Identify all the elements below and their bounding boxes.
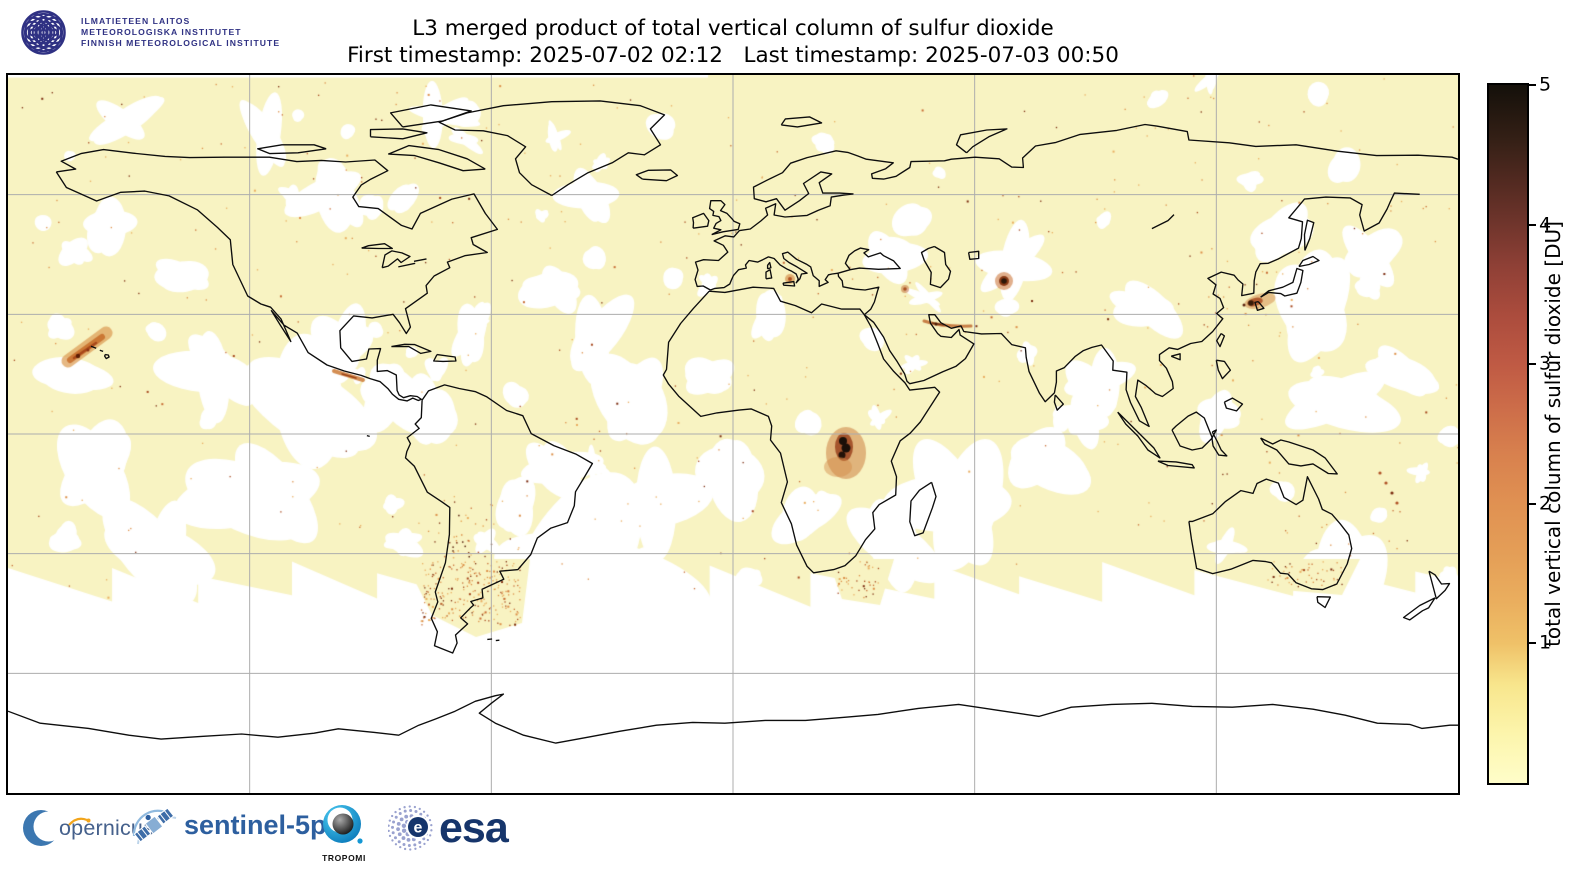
footer-logos: opernicus sen — [0, 795, 700, 870]
fmi-line-en: FINNISH METEOROLOGICAL INSTITUTE — [81, 37, 281, 48]
fmi-rings-icon — [21, 10, 66, 55]
colorbar-tick — [1529, 642, 1536, 645]
title-block: L3 merged product of total vertical colu… — [133, 16, 1333, 69]
esa-globe-icon: e — [388, 805, 433, 851]
fmi-line-fi: ILMATIETEEN LAITOS — [81, 16, 191, 27]
colorbar-tick-label: 1 — [1539, 631, 1552, 654]
esa-wordmark: esa — [439, 804, 509, 852]
sentinel5p-satellite-icon — [132, 807, 177, 845]
tropomi-caption: TROPOMI — [322, 853, 366, 863]
tropomi-icon — [323, 805, 363, 844]
colorbar-axis-label: total vertical column of sulfur dioxide … — [1541, 221, 1565, 647]
colorbar-tick-label: 2 — [1539, 492, 1552, 515]
fmi-logo-text: ILMATIETEEN LAITOS METEOROLOGISKA INSTIT… — [81, 16, 280, 48]
copernicus-logo: opernicus — [22, 804, 154, 852]
colorbar-tick-label: 3 — [1539, 352, 1552, 375]
sentinel5p-wordmark: sentinel-5p — [184, 809, 327, 840]
colorbar-gradient — [1489, 85, 1527, 783]
copernicus-orbit-icon — [68, 817, 91, 826]
chart-title: L3 merged product of total vertical colu… — [412, 16, 1054, 41]
chart-subtitle: First timestamp: 2025-07-02 02:12 Last t… — [347, 43, 1119, 68]
colorbar-tick-label: 4 — [1539, 213, 1552, 236]
colorbar-tick-label: 5 — [1539, 73, 1552, 96]
tropomi-logo: TROPOMI — [319, 803, 369, 863]
fmi-line-sv: METEOROLOGISKA INSTITUTET — [81, 27, 242, 38]
svg-text:e: e — [414, 820, 423, 837]
fmi-logo: ILMATIETEEN LAITOS METEOROLOGISKA INSTIT… — [20, 9, 280, 56]
map-overlay — [8, 75, 1458, 793]
colorbar-tick — [1529, 84, 1536, 86]
colorbar-tick — [1529, 363, 1536, 366]
map-frame — [6, 73, 1460, 795]
sentinel5p-logo: sentinel-5p — [130, 798, 327, 852]
colorbar-tick — [1529, 502, 1536, 505]
coastlines — [8, 100, 1458, 744]
gridlines — [8, 75, 1458, 793]
colorbar-tick — [1529, 223, 1536, 226]
esa-logo: e esa — [388, 803, 509, 853]
copernicus-crescent-icon — [23, 810, 64, 846]
colorbar: 1 2 3 4 5 — [1487, 74, 1551, 785]
